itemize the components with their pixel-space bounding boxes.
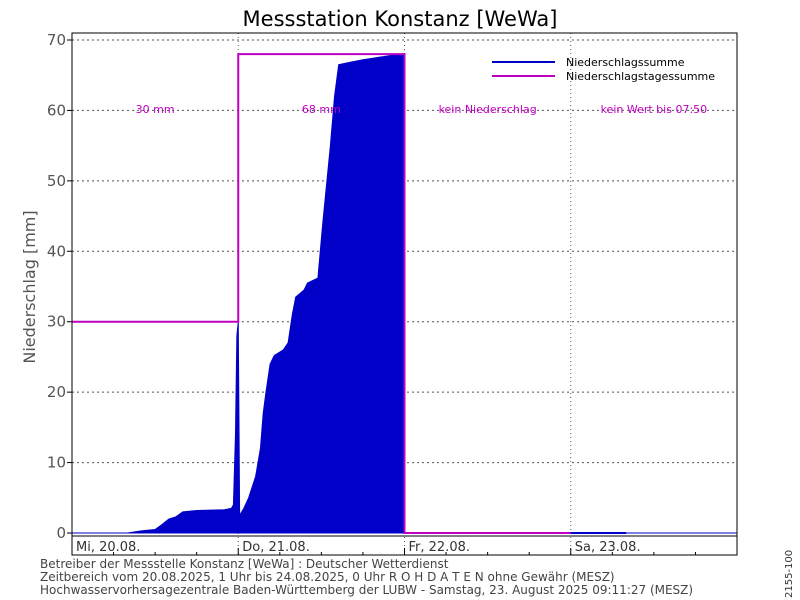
x-day-label: Mi, 20.08. [76,540,140,555]
daily-annotation: 30 mm [136,103,175,116]
side-code: 2155-100 [784,550,795,598]
footer-line-1: Betreiber der Messstelle Konstanz [WeWa]… [40,557,449,571]
footer-line-2: Zeitbereich vom 20.08.2025, 1 Uhr bis 24… [40,570,615,584]
y-axis-label: Niederschlag [mm] [20,210,39,363]
series-niederschlagstagessumme [72,53,571,534]
y-tick-label: 60 [47,101,66,119]
x-day-label: Do, 21.08. [242,540,310,555]
legend: Niederschlagssumme Niederschlagstagessum… [492,56,715,83]
y-tick-label: 50 [47,172,66,190]
y-tick-label: 40 [47,242,66,260]
annotations: 30 mm 68 mm kein Niederschlag kein Wert bis… [136,103,708,116]
y-tick-label: 0 [56,524,66,542]
y-tick-label: 10 [47,454,66,472]
legend-item-sum: Niederschlagssumme [566,56,685,69]
data-series [72,53,737,534]
y-tick-label: 30 [47,313,66,331]
legend-item-daily: Niederschlagstagessumme [566,70,715,83]
plot-frame [71,32,738,556]
y-tick-label: 20 [47,383,66,401]
y-tick-label: 70 [47,31,66,49]
daily-annotation: 68 mm [302,103,341,116]
daily-annotation: kein Niederschlag [439,103,537,116]
x-day-label: Sa, 23.08. [575,540,641,555]
x-day-label: Fr, 22.08. [409,540,471,555]
footer-line-3: Hochwasservorhersagezentrale Baden-Württ… [40,583,693,597]
axes: 0 10 20 30 40 50 60 70 Mi, 20.08. Do, 21.08. Fr, 2… [47,31,738,556]
daily-annotation: kein Wert bis 07:50 [601,103,708,116]
chart-title: Messstation Konstanz [WeWa] [243,7,558,31]
